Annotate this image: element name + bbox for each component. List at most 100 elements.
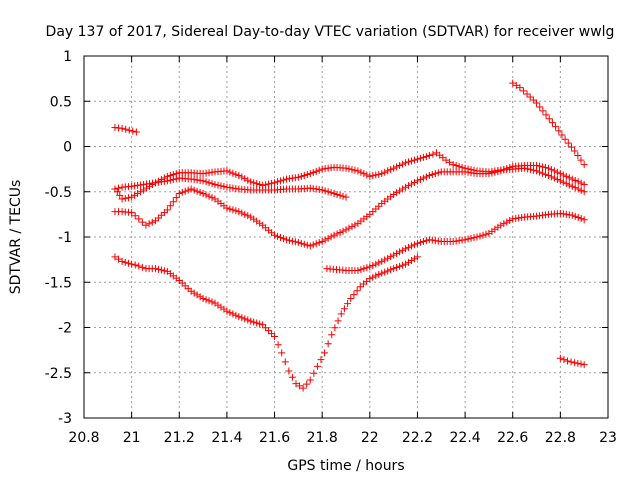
data-point [324,340,332,348]
data-point [208,298,216,306]
data-point [129,127,137,135]
data-point [324,234,332,242]
data-point [256,181,264,189]
data-point [199,295,207,303]
data-point [169,171,177,179]
data-point [235,171,243,179]
data-point [378,170,386,178]
data-point [157,176,165,184]
data-point [419,153,427,161]
data-point [446,158,454,166]
data-point [449,161,457,169]
data-point [334,317,342,325]
data-point [542,111,550,119]
data-point [402,183,410,191]
data-point [331,324,339,332]
series-track [556,354,588,369]
data-point [202,178,210,186]
data-point [396,248,404,256]
data-point [131,261,139,269]
data-point [393,250,401,258]
data-point [562,172,570,180]
data-point [509,79,517,87]
data-point [271,231,279,239]
data-point [187,287,195,295]
data-point [442,156,450,164]
y-tick-label: -1 [58,230,72,246]
data-point [500,220,508,228]
data-point [336,228,344,236]
data-point [559,171,567,179]
data-point [238,173,246,181]
data-point [291,238,299,246]
data-point [208,180,216,188]
data-point [321,187,329,195]
data-point [571,176,579,184]
data-point [118,195,126,203]
data-point [536,162,544,170]
data-point [556,170,564,178]
data-point [545,115,553,123]
series-track [111,162,588,250]
data-point [470,234,478,242]
data-point [259,321,267,329]
series-track [111,174,350,201]
data-point [309,169,317,177]
data-point [313,362,321,370]
data-point [574,178,582,186]
data-point [536,103,544,111]
data-point [253,180,261,188]
data-point [223,167,231,175]
data-point [555,127,563,135]
data-point [553,168,561,176]
data-point [577,215,585,223]
data-point [580,216,588,224]
data-point [134,190,142,198]
data-point [574,214,582,222]
data-point [399,246,407,254]
data-point [342,226,350,234]
data-point [309,241,317,249]
data-point [199,190,207,198]
data-point [467,234,475,242]
data-point [544,171,552,179]
data-point [268,330,276,338]
data-point [405,158,413,166]
data-point [571,147,579,155]
data-point [178,188,186,196]
data-point [552,123,560,131]
data-point [372,260,380,268]
x-tick-label: 20.8 [68,430,99,446]
data-point [547,173,555,181]
data-point [405,258,413,266]
data-points [111,79,588,392]
y-tick-label: 0.5 [50,94,72,110]
data-point [337,310,345,318]
data-point [473,233,481,241]
data-point [113,188,121,196]
data-point [148,218,156,226]
data-point [357,168,365,176]
data-point [253,319,261,327]
data-point [506,164,514,172]
series-track [111,253,421,392]
y-tick-label: -2 [58,321,72,337]
data-point [580,181,588,189]
data-point [128,193,136,201]
data-point [121,258,129,266]
data-point [580,361,588,369]
y-tick-label: 0 [63,140,72,156]
data-point [559,178,567,186]
data-point [259,181,267,189]
data-point [128,260,136,268]
data-point [360,265,368,273]
data-point [247,317,255,325]
data-point [315,166,323,174]
data-point [402,260,410,268]
x-tick-label: 22.4 [450,430,481,446]
data-point [297,172,305,180]
data-point [140,186,148,194]
data-point [111,253,119,261]
data-point [353,287,361,295]
